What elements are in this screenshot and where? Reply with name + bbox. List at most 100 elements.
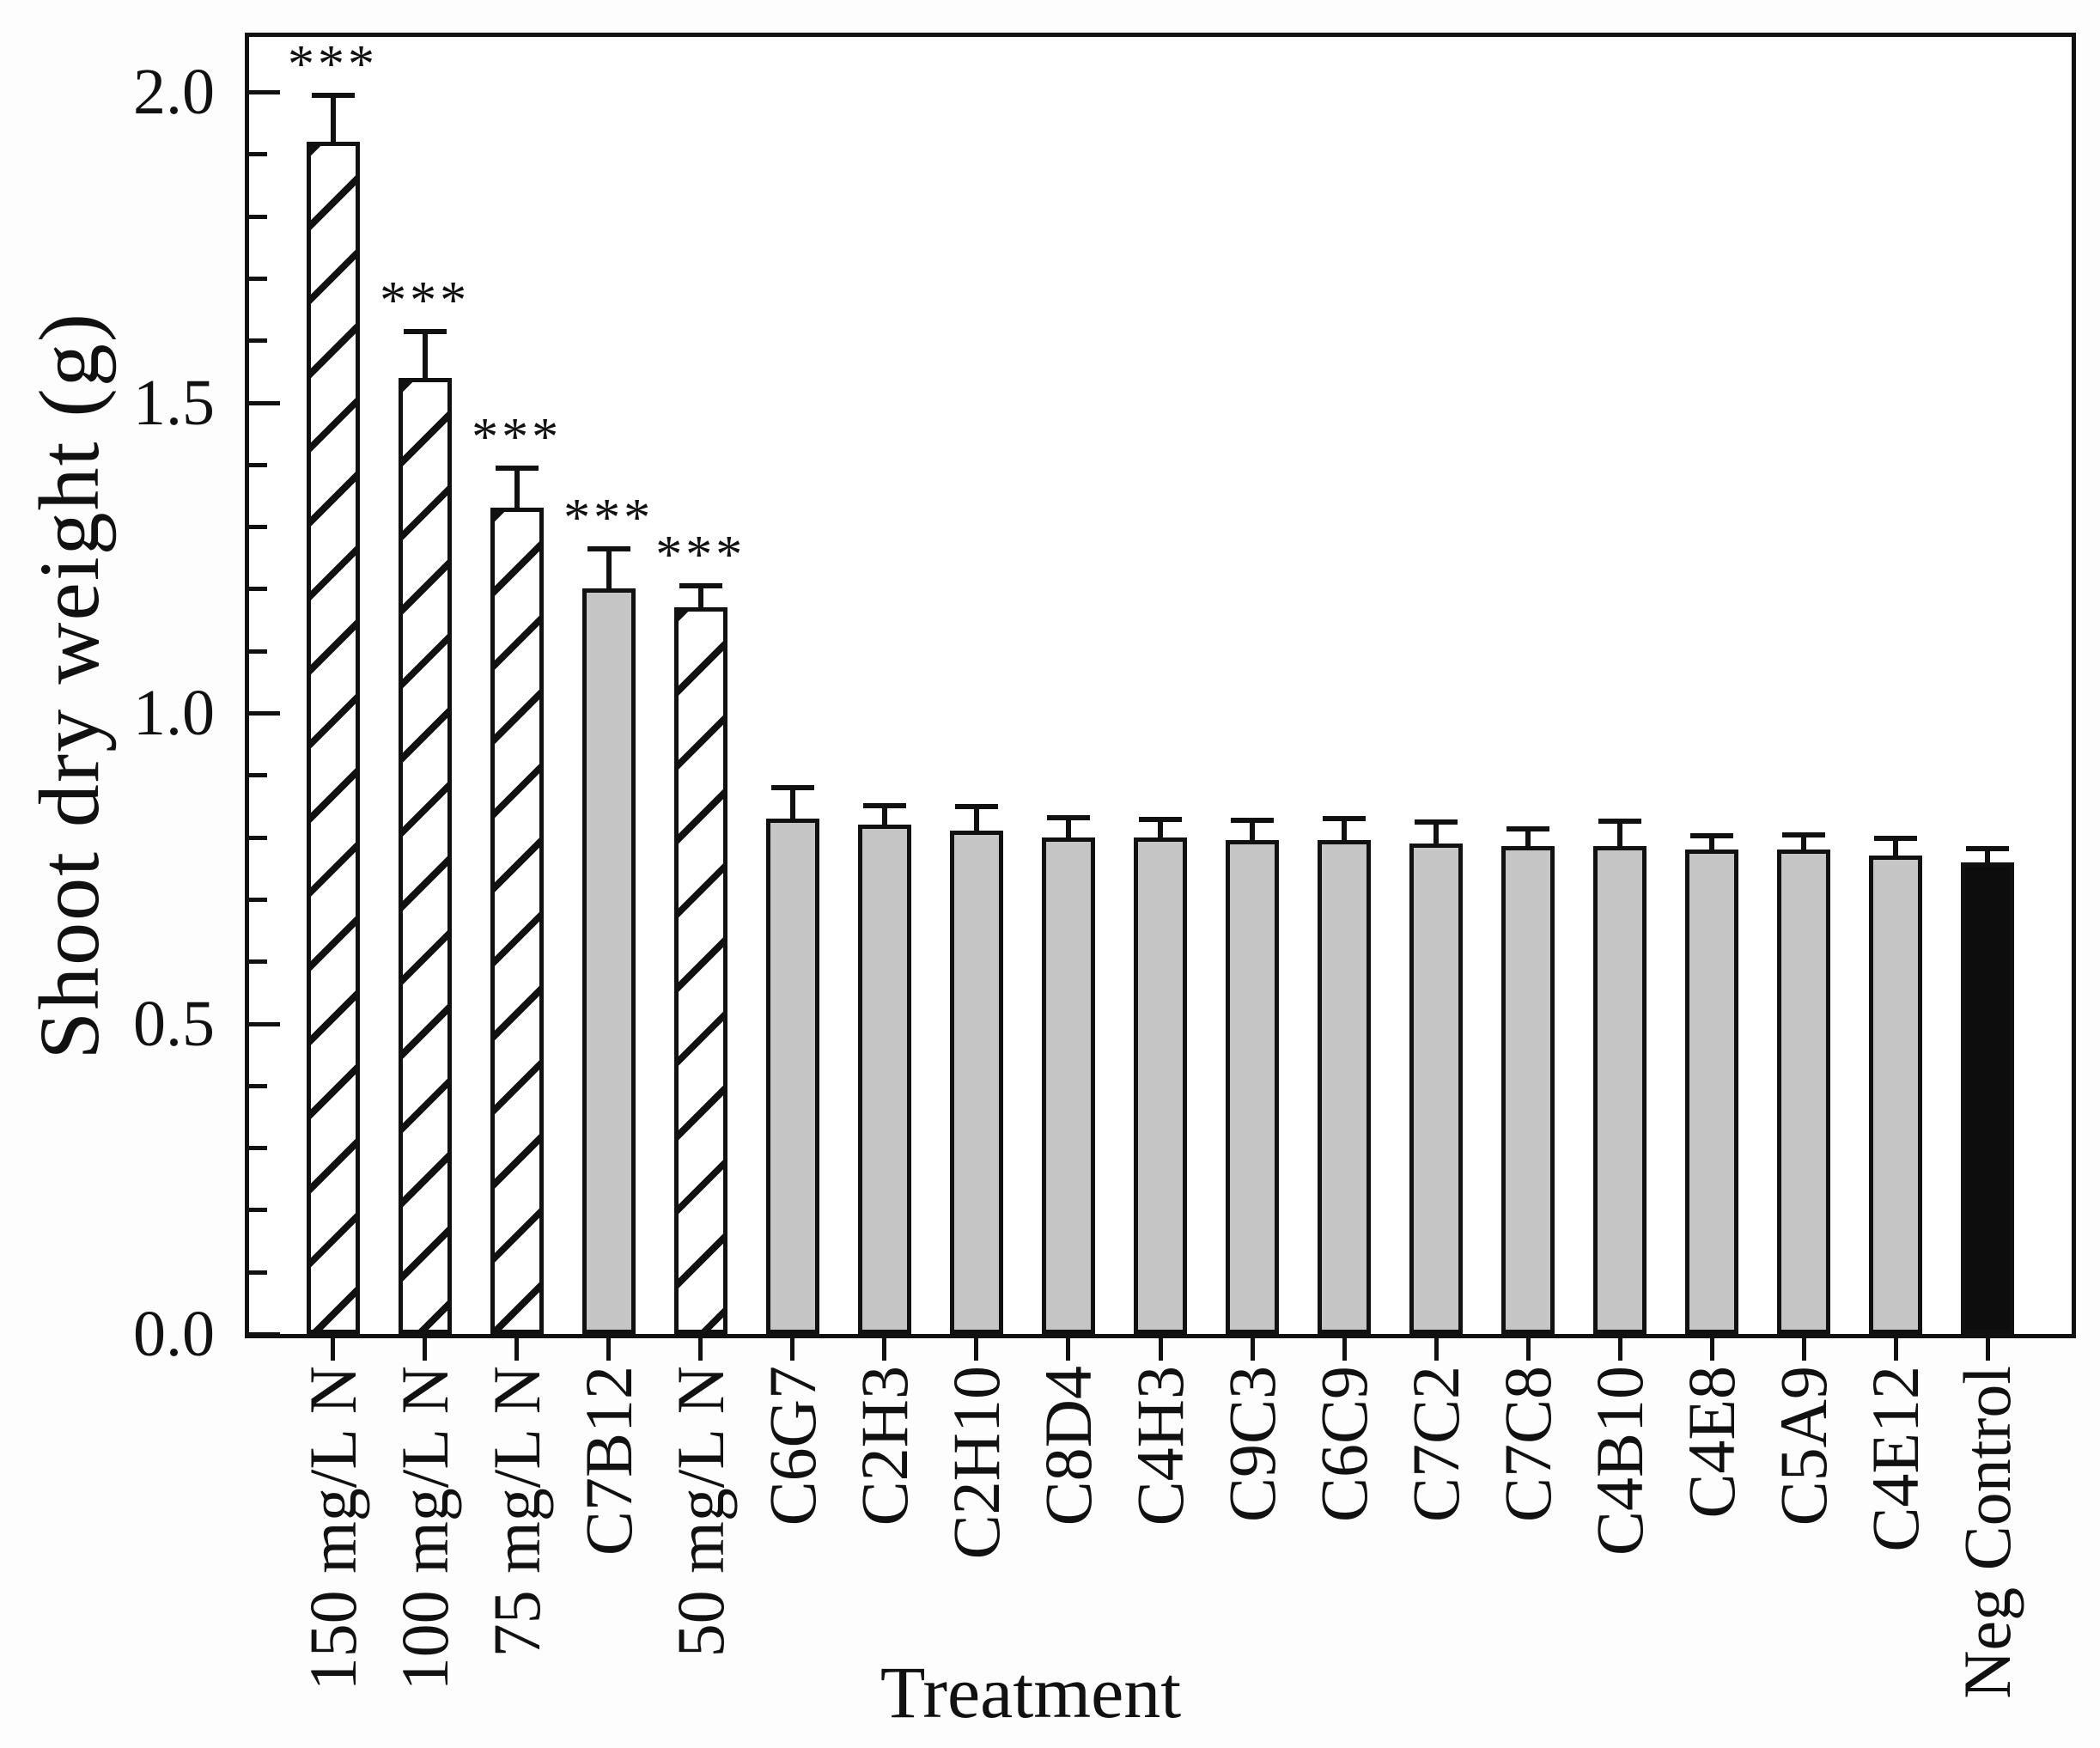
- bar-group-c6c9: [1299, 37, 1391, 1334]
- bar: [1041, 837, 1095, 1334]
- y-major-tick: [249, 90, 280, 94]
- x-tick-label-text: 100 mg/L N: [387, 1366, 462, 1691]
- error-bar: [679, 583, 722, 607]
- error-bar-stem: [1525, 831, 1531, 846]
- x-tick: [423, 1338, 428, 1361]
- x-tick: [1066, 1338, 1071, 1361]
- x-tick: [1250, 1338, 1255, 1361]
- bar: [1133, 837, 1187, 1334]
- x-tick: [606, 1338, 612, 1361]
- bar: [1501, 846, 1555, 1334]
- x-tick: [1985, 1338, 1990, 1361]
- error-bar-stem: [1249, 823, 1255, 840]
- x-tick-label-text: C6C9: [1306, 1366, 1382, 1523]
- error-bar-stem: [1893, 841, 1899, 856]
- bar: [1777, 850, 1831, 1334]
- error-bar-stem: [1985, 851, 1991, 862]
- error-bar: [587, 546, 630, 588]
- y-tick-label: 0.5: [133, 987, 215, 1060]
- x-tick: [698, 1338, 703, 1361]
- error-bar: [1230, 818, 1274, 840]
- error-bar: [1782, 832, 1826, 850]
- error-bar-stem: [422, 334, 428, 378]
- error-bar-stem: [697, 588, 703, 607]
- x-tick-label-text: C4H3: [1123, 1366, 1197, 1526]
- y-minor-tick: [249, 1208, 267, 1213]
- y-minor-tick: [249, 462, 267, 467]
- bars-row: *** *** *** *** ***: [249, 37, 2072, 1334]
- error-bar: [862, 803, 906, 825]
- error-bar-stem: [1433, 825, 1440, 844]
- x-tick: [882, 1338, 887, 1361]
- y-tick-label: 0.0: [133, 1298, 215, 1370]
- bar: [398, 378, 452, 1334]
- bar: [1225, 840, 1279, 1334]
- bar: [1593, 846, 1647, 1334]
- bar-group-c4e12: [1850, 37, 1942, 1334]
- x-tick: [790, 1338, 795, 1361]
- x-tick: [1433, 1338, 1439, 1361]
- bar: [581, 588, 636, 1334]
- y-major-tick: [249, 400, 280, 405]
- x-tick: [514, 1338, 520, 1361]
- y-minor-tick: [249, 773, 267, 778]
- x-tick: [331, 1338, 336, 1361]
- bar: [306, 142, 360, 1334]
- error-bar: [311, 93, 355, 142]
- x-tick: [1801, 1338, 1806, 1361]
- x-tick: [974, 1338, 979, 1361]
- y-minor-tick: [249, 959, 267, 965]
- y-tick-label: 2.0: [133, 56, 215, 128]
- bar-group-75-mg-l-n: ***: [471, 37, 563, 1334]
- error-bar: [1966, 846, 2010, 862]
- error-bar-stem: [1065, 820, 1071, 837]
- error-bar-stem: [1617, 824, 1623, 846]
- x-tick-label-text: C2H3: [846, 1366, 922, 1526]
- error-bar-stem: [789, 790, 795, 819]
- y-tick-label: 1.5: [133, 366, 215, 439]
- bar: [490, 508, 544, 1334]
- error-bar: [1507, 826, 1550, 846]
- error-bar-stem: [1342, 821, 1348, 840]
- error-bar-stem: [973, 809, 979, 831]
- x-tick-label-text: C9C3: [1214, 1366, 1290, 1523]
- error-bar-stem: [514, 471, 520, 508]
- x-tick: [1893, 1338, 1898, 1361]
- error-bar-stem: [1801, 837, 1807, 850]
- x-tick-label-text: C7B12: [570, 1366, 646, 1556]
- error-bar: [770, 785, 814, 819]
- bar-group-c4h3: [1114, 37, 1206, 1334]
- x-tick: [1709, 1338, 1714, 1361]
- y-major-tick: [249, 711, 280, 716]
- bar: [1409, 844, 1464, 1334]
- y-minor-tick: [249, 1270, 267, 1275]
- y-minor-tick: [249, 1083, 267, 1088]
- bar-group-c2h3: [838, 37, 930, 1334]
- error-bar-stem: [881, 808, 887, 825]
- bar: [673, 607, 727, 1334]
- y-minor-tick: [249, 1146, 267, 1151]
- error-bar-stem: [606, 551, 612, 588]
- bar: [1685, 850, 1739, 1334]
- x-tick: [1158, 1338, 1163, 1361]
- significance-stars: ***: [655, 526, 746, 584]
- x-tick: [1342, 1338, 1347, 1361]
- x-tick-label-text: C4B10: [1582, 1366, 1658, 1556]
- y-minor-tick: [249, 649, 267, 654]
- error-bar: [1323, 816, 1367, 840]
- x-tick-label-text: C7C2: [1398, 1366, 1474, 1523]
- y-minor-tick: [249, 276, 267, 281]
- y-minor-tick: [249, 587, 267, 592]
- bar: [949, 831, 1003, 1334]
- significance-stars: ***: [288, 35, 379, 94]
- bar-group-150-mg-l-n: ***: [287, 37, 379, 1334]
- y-minor-tick: [249, 525, 267, 530]
- x-tick-label-text: C5A9: [1766, 1366, 1841, 1526]
- error-bar: [1415, 819, 1458, 844]
- error-bar: [954, 804, 998, 831]
- bar-group-neg-control: [1942, 37, 2034, 1334]
- x-tick: [1525, 1338, 1531, 1361]
- error-bar: [1690, 833, 1734, 850]
- x-tick-label-text: 150 mg/L N: [295, 1366, 370, 1691]
